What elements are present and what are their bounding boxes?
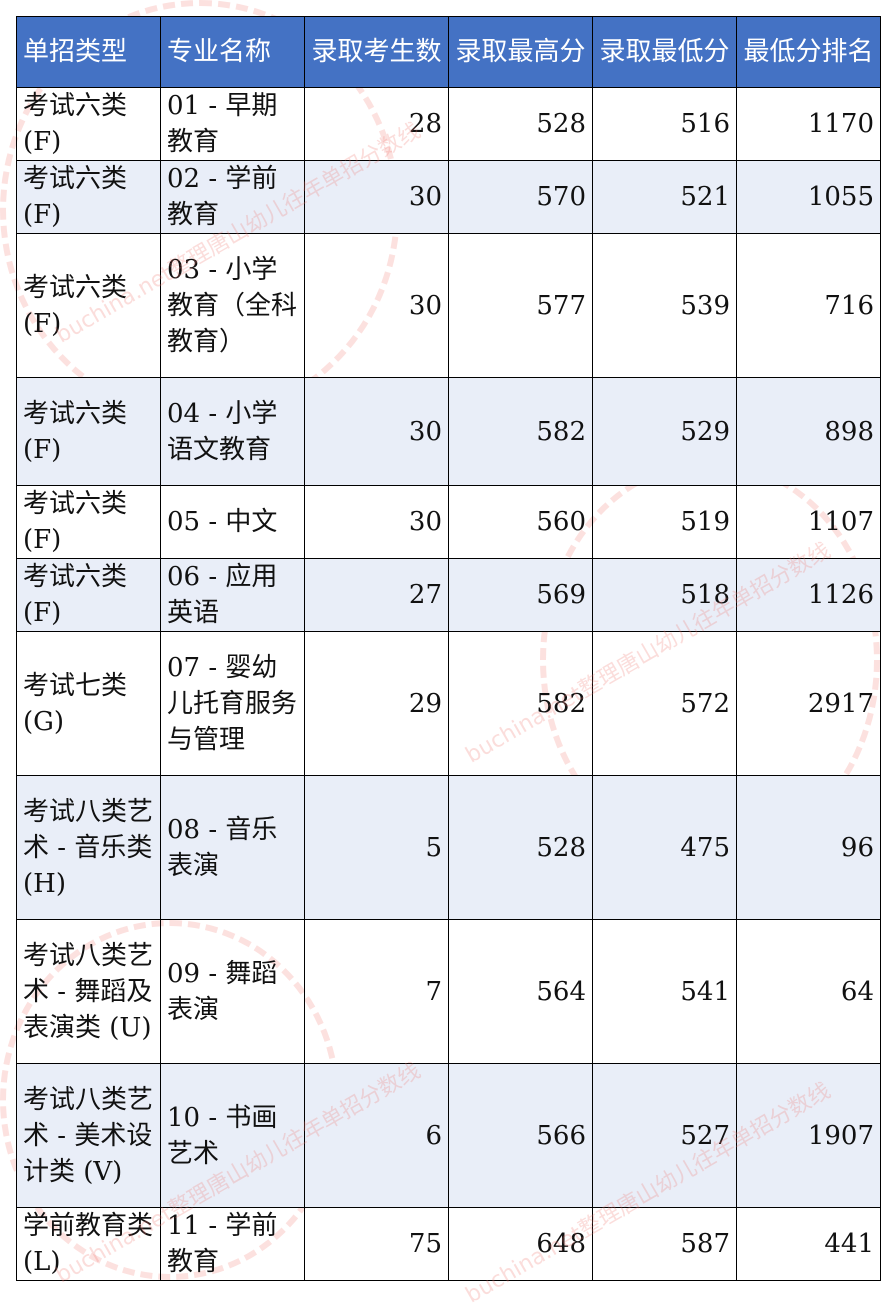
cell-max-score: 577	[448, 233, 593, 378]
cell-max-score: 582	[448, 631, 593, 776]
table-row: 考试八类艺术 - 音乐类(H) 08 - 音乐表演 5 528 475 96	[16, 775, 881, 920]
table-row: 考试六类(F) 04 - 小学语文教育 30 582 529 898	[16, 377, 881, 486]
cell-min-rank: 1170	[736, 87, 881, 161]
cell-max-score: 528	[448, 775, 593, 920]
cell-max-score: 569	[448, 558, 593, 632]
cell-count: 30	[304, 233, 449, 378]
table-row: 考试六类(F) 05 - 中文 30 560 519 1107	[16, 485, 881, 559]
cell-min-score: 539	[592, 233, 737, 378]
cell-min-rank: 1126	[736, 558, 881, 632]
table-row: 学前教育类(L) 11 - 学前教育 75 648 587 441	[16, 1207, 881, 1281]
table-row: 考试七类(G) 07 - 婴幼儿托育服务与管理 29 582 572 2917	[16, 631, 881, 776]
cell-min-score: 521	[592, 160, 737, 234]
cell-type: 考试七类(G)	[16, 631, 161, 776]
cell-count: 30	[304, 485, 449, 559]
cell-count: 27	[304, 558, 449, 632]
table-row: 考试六类(F) 02 - 学前教育 30 570 521 1055	[16, 160, 881, 234]
cell-min-score: 587	[592, 1207, 737, 1281]
cell-type: 考试八类艺术 - 美术设计类 (V)	[16, 1063, 161, 1208]
cell-major: 07 - 婴幼儿托育服务与管理	[160, 631, 305, 776]
cell-min-rank: 2917	[736, 631, 881, 776]
cell-major: 01 - 早期教育	[160, 87, 305, 161]
cell-min-rank: 716	[736, 233, 881, 378]
cell-count: 75	[304, 1207, 449, 1281]
cell-major: 02 - 学前教育	[160, 160, 305, 234]
cell-min-rank: 96	[736, 775, 881, 920]
cell-count: 29	[304, 631, 449, 776]
header-type: 单招类型	[16, 16, 161, 88]
cell-min-rank: 1107	[736, 485, 881, 559]
header-count: 录取考生数	[304, 16, 449, 88]
cell-min-rank: 64	[736, 919, 881, 1064]
table-row: 考试八类艺术 - 舞蹈及表演类 (U) 09 - 舞蹈表演 7 564 541 64	[16, 919, 881, 1064]
cell-count: 30	[304, 160, 449, 234]
cell-min-rank: 1907	[736, 1063, 881, 1208]
cell-type: 考试六类(F)	[16, 160, 161, 234]
header-min: 录取最低分	[592, 16, 737, 88]
cell-max-score: 570	[448, 160, 593, 234]
table-row: 考试八类艺术 - 美术设计类 (V) 10 - 书画艺术 6 566 527 1907	[16, 1063, 881, 1208]
table-row: 考试六类(F) 03 - 小学教育（全科教育） 30 577 539 716	[16, 233, 881, 378]
cell-count: 6	[304, 1063, 449, 1208]
cell-min-score: 529	[592, 377, 737, 486]
cell-type: 考试六类(F)	[16, 558, 161, 632]
cell-type: 考试六类(F)	[16, 485, 161, 559]
cell-min-score: 572	[592, 631, 737, 776]
cell-type: 考试六类(F)	[16, 233, 161, 378]
cell-major: 10 - 书画艺术	[160, 1063, 305, 1208]
cell-major: 08 - 音乐表演	[160, 775, 305, 920]
cell-major: 09 - 舞蹈表演	[160, 919, 305, 1064]
header-major: 专业名称	[160, 16, 305, 88]
cell-min-rank: 441	[736, 1207, 881, 1281]
cell-type: 考试八类艺术 - 音乐类(H)	[16, 775, 161, 920]
cell-min-rank: 898	[736, 377, 881, 486]
cell-major: 04 - 小学语文教育	[160, 377, 305, 486]
cell-max-score: 560	[448, 485, 593, 559]
cell-min-score: 518	[592, 558, 737, 632]
cell-max-score: 566	[448, 1063, 593, 1208]
cell-min-score: 527	[592, 1063, 737, 1208]
cell-major: 05 - 中文	[160, 485, 305, 559]
cell-type: 学前教育类(L)	[16, 1207, 161, 1281]
table-row: 考试六类(F) 06 - 应用英语 27 569 518 1126	[16, 558, 881, 632]
table-header-row: 单招类型 专业名称 录取考生数 录取最高分 录取最低分 最低分排名	[16, 16, 881, 88]
cell-count: 28	[304, 87, 449, 161]
cell-count: 7	[304, 919, 449, 1064]
cell-major: 03 - 小学教育（全科教育）	[160, 233, 305, 378]
cell-max-score: 648	[448, 1207, 593, 1281]
cell-min-score: 519	[592, 485, 737, 559]
cell-min-score: 475	[592, 775, 737, 920]
table-row: 考试六类(F) 01 - 早期教育 28 528 516 1170	[16, 87, 881, 161]
cell-min-rank: 1055	[736, 160, 881, 234]
cell-max-score: 582	[448, 377, 593, 486]
cell-type: 考试八类艺术 - 舞蹈及表演类 (U)	[16, 919, 161, 1064]
admission-score-table: 单招类型 专业名称 录取考生数 录取最高分 录取最低分 最低分排名 考试六类(F…	[16, 16, 881, 1281]
cell-type: 考试六类(F)	[16, 377, 161, 486]
header-max: 录取最高分	[448, 16, 593, 88]
cell-min-score: 541	[592, 919, 737, 1064]
header-rank: 最低分排名	[736, 16, 881, 88]
cell-major: 06 - 应用英语	[160, 558, 305, 632]
cell-count: 30	[304, 377, 449, 486]
cell-max-score: 528	[448, 87, 593, 161]
cell-type: 考试六类(F)	[16, 87, 161, 161]
cell-min-score: 516	[592, 87, 737, 161]
cell-major: 11 - 学前教育	[160, 1207, 305, 1281]
cell-max-score: 564	[448, 919, 593, 1064]
cell-count: 5	[304, 775, 449, 920]
